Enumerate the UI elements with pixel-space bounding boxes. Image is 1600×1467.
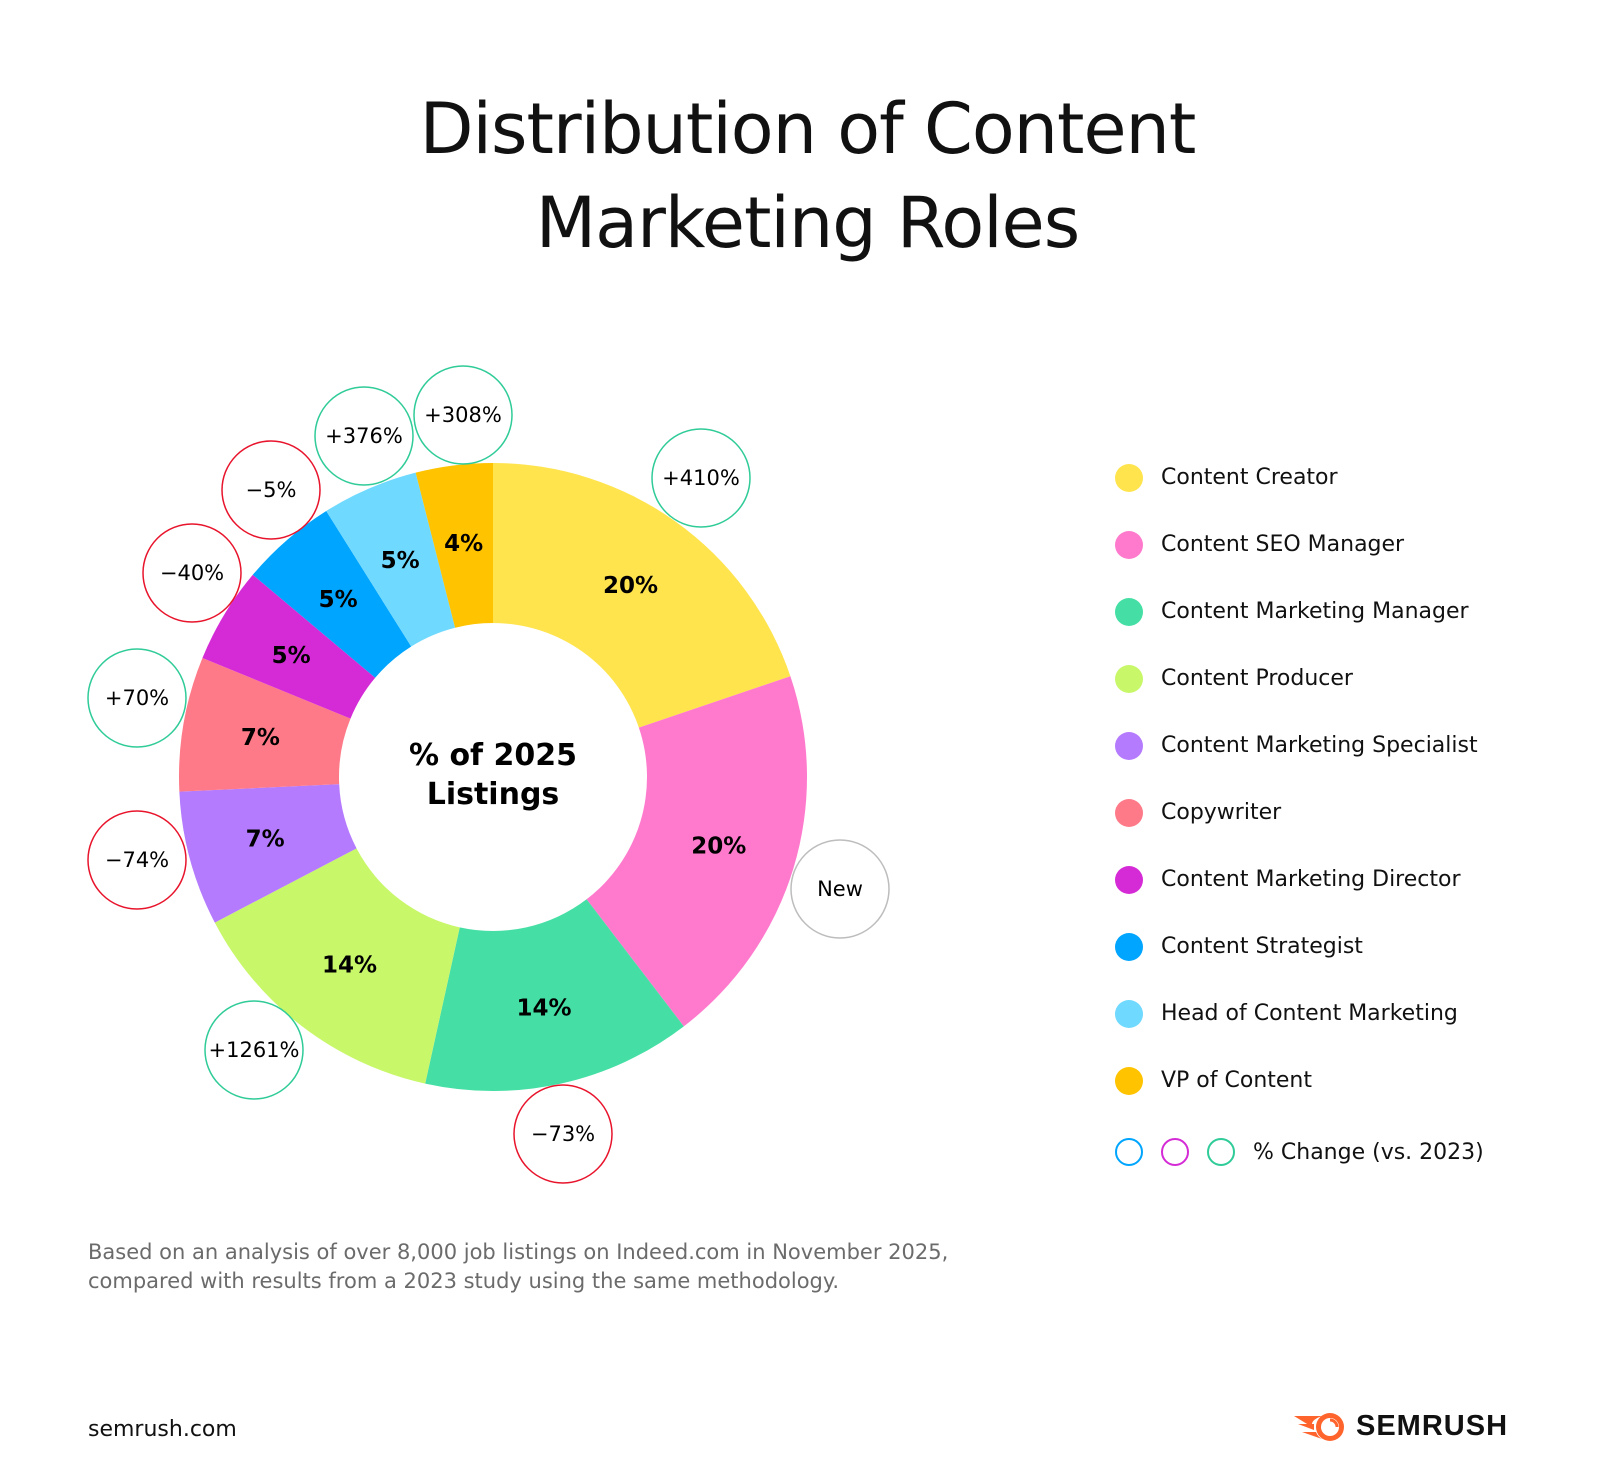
change-bubble xyxy=(87,648,187,748)
note-line-1: Based on an analysis of over 8,000 job l… xyxy=(88,1240,949,1264)
slice-value-label: 5% xyxy=(381,548,420,574)
change-label: +376% xyxy=(325,424,403,448)
legend-item: VP of Content xyxy=(1115,1047,1478,1114)
slice-content-marketing-director xyxy=(202,574,376,719)
legend-swatch-icon xyxy=(1115,731,1143,760)
legend-swatch-icon xyxy=(1115,530,1143,559)
legend-item: Content Strategist xyxy=(1115,913,1478,980)
legend-label: Content Creator xyxy=(1161,465,1338,490)
legend-item: Content Producer xyxy=(1115,645,1478,712)
legend-label: Content Producer xyxy=(1161,666,1353,691)
legend-item: Content Marketing Director xyxy=(1115,846,1478,913)
source-note: Based on an analysis of over 8,000 job l… xyxy=(88,1238,948,1296)
change-bubble xyxy=(413,365,513,465)
change-bubble xyxy=(142,523,242,623)
slice-head-of-content-marketing xyxy=(326,472,456,647)
change-bubble xyxy=(790,839,890,939)
legend-swatch-icon xyxy=(1115,664,1143,693)
slice-value-label: 5% xyxy=(319,587,358,613)
center-label-2: Listings xyxy=(427,777,560,812)
legend-swatch-icon xyxy=(1115,1066,1143,1095)
slice-content-seo-manager xyxy=(586,676,807,1027)
slice-value-label: 20% xyxy=(603,573,658,599)
change-label: +1261% xyxy=(209,1038,300,1062)
slice-content-creator xyxy=(493,463,791,728)
change-label: New xyxy=(817,877,863,901)
legend-item: Content Marketing Manager xyxy=(1115,578,1478,645)
slice-value-label: 14% xyxy=(516,995,571,1021)
teal-ring-icon xyxy=(1207,1138,1235,1166)
legend-item: Content Marketing Specialist xyxy=(1115,712,1478,779)
slice-value-label: 7% xyxy=(241,725,280,751)
legend-swatch-icon xyxy=(1115,463,1143,492)
center-label-1: % of 2025 xyxy=(409,738,577,773)
legend-swatch-icon xyxy=(1115,932,1143,961)
site-url: semrush.com xyxy=(88,1417,237,1442)
slice-value-label: 7% xyxy=(246,827,285,853)
legend-label: VP of Content xyxy=(1161,1068,1313,1093)
legend-swatch-icon xyxy=(1115,999,1143,1028)
change-bubble xyxy=(87,810,187,910)
legend-label: Content SEO Manager xyxy=(1161,532,1405,557)
change-label: +308% xyxy=(424,403,502,427)
slice-vp-of-content xyxy=(415,463,493,628)
slice-value-label: 14% xyxy=(322,952,377,978)
change-label: +70% xyxy=(105,686,169,710)
title-line-1: Distribution of Content xyxy=(419,88,1197,170)
legend-item: Content SEO Manager xyxy=(1115,511,1478,578)
legend-label: Content Marketing Director xyxy=(1161,867,1461,892)
change-key: % Change (vs. 2023) xyxy=(1115,1138,1484,1166)
legend-swatch-icon xyxy=(1115,597,1143,626)
legend-item: Content Creator xyxy=(1115,444,1478,511)
legend-label: Copywriter xyxy=(1161,800,1282,825)
change-bubble xyxy=(513,1084,613,1184)
change-label: −73% xyxy=(531,1122,595,1146)
slice-value-label: 5% xyxy=(272,643,311,669)
change-bubble xyxy=(204,1000,304,1100)
chart-title: Distribution of Content Marketing Roles xyxy=(0,82,1600,270)
legend-label: Content Strategist xyxy=(1161,934,1363,959)
legend-label: Head of Content Marketing xyxy=(1161,1001,1458,1026)
change-label: −5% xyxy=(246,478,297,502)
legend-item: Copywriter xyxy=(1115,779,1478,846)
slice-copywriter xyxy=(179,657,351,792)
slice-content-marketing-manager xyxy=(425,899,684,1091)
change-label: +410% xyxy=(662,466,740,490)
legend: Content Creator Content SEO Manager Conten… xyxy=(1115,444,1478,1114)
change-label: −74% xyxy=(105,848,169,872)
semrush-comet-icon xyxy=(1294,1412,1344,1441)
change-label: −40% xyxy=(160,561,224,585)
blue-ring-icon xyxy=(1115,1138,1143,1166)
legend-label: Content Marketing Specialist xyxy=(1161,733,1478,758)
logo-text: SEMRUSH xyxy=(1356,1410,1509,1442)
slice-value-label: 4% xyxy=(444,531,483,557)
magenta-ring-icon xyxy=(1161,1138,1189,1166)
change-bubble xyxy=(314,386,414,486)
slice-content-marketing-specialist xyxy=(179,784,357,923)
legend-swatch-icon xyxy=(1115,865,1143,894)
legend-swatch-icon xyxy=(1115,798,1143,827)
change-key-label: % Change (vs. 2023) xyxy=(1253,1139,1484,1165)
change-bubble xyxy=(651,428,751,528)
title-line-2: Marketing Roles xyxy=(535,182,1080,264)
legend-label: Content Marketing Manager xyxy=(1161,599,1469,624)
slice-content-strategist xyxy=(252,510,412,678)
semrush-logo: SEMRUSH xyxy=(1292,1410,1508,1443)
change-bubble xyxy=(221,440,321,540)
note-line-2: compared with results from a 2023 study … xyxy=(88,1269,839,1293)
slice-content-producer xyxy=(214,848,460,1084)
legend-item: Head of Content Marketing xyxy=(1115,980,1478,1047)
slice-value-label: 20% xyxy=(691,834,746,860)
